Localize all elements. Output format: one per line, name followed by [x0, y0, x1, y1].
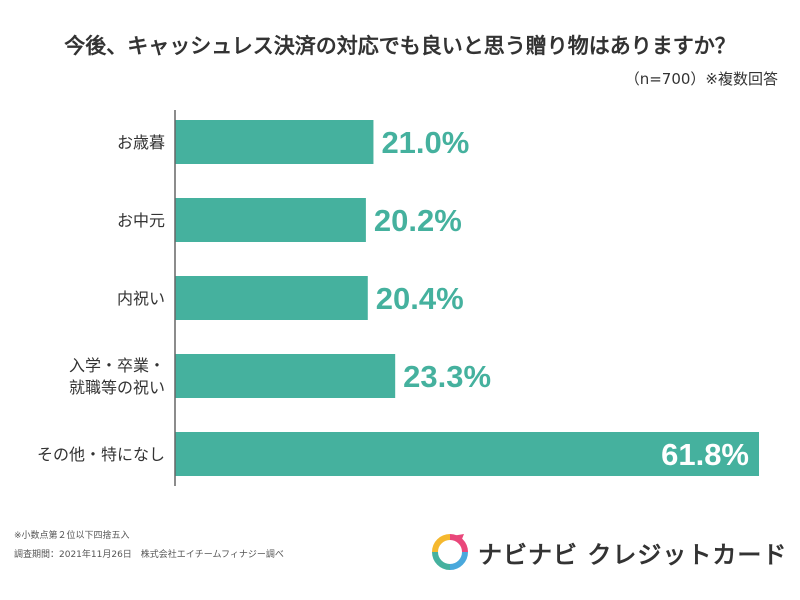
category-label-4: その他・特になし [37, 445, 165, 464]
survey-note: 調査期間：2021年11月26日 株式会社エイチームフィナジー調べ [14, 550, 284, 560]
value-label-4: 61.8% [661, 437, 749, 472]
bar-3 [175, 354, 396, 398]
bar-4 [175, 432, 760, 476]
category-label-2: 内祝い [117, 289, 165, 308]
brand-logo: ナビナビ クレジットカード [430, 530, 787, 574]
brand-name: ナビナビ クレジットカード [478, 540, 788, 569]
value-label-3: 23.3% [403, 359, 491, 394]
category-label-0: お歳暮 [117, 133, 165, 152]
sample-note: （n=700）※複数回答 [624, 70, 778, 88]
category-label-1: お中元 [117, 211, 165, 230]
value-label-0: 21.0% [381, 125, 469, 160]
value-label-1: 20.2% [374, 203, 462, 238]
bar-chart: お歳暮 21.0% お中元 20.2% 内祝い 20.4% 入学・卒業・就職等の祝い 23.3… [37, 110, 760, 486]
rounding-note: ※小数点第２位以下四捨五入 [14, 531, 130, 541]
bar-2 [175, 276, 368, 320]
bar-1 [175, 198, 366, 242]
bar-0 [175, 120, 374, 164]
brand-logo-icon [432, 534, 468, 570]
category-label-3: 入学・卒業・就職等の祝い [69, 356, 165, 397]
value-label-2: 20.4% [376, 281, 464, 316]
chart-title: 今後、キャッシュレス決済の対応でも良いと思う贈り物はありますか？ [64, 34, 736, 58]
